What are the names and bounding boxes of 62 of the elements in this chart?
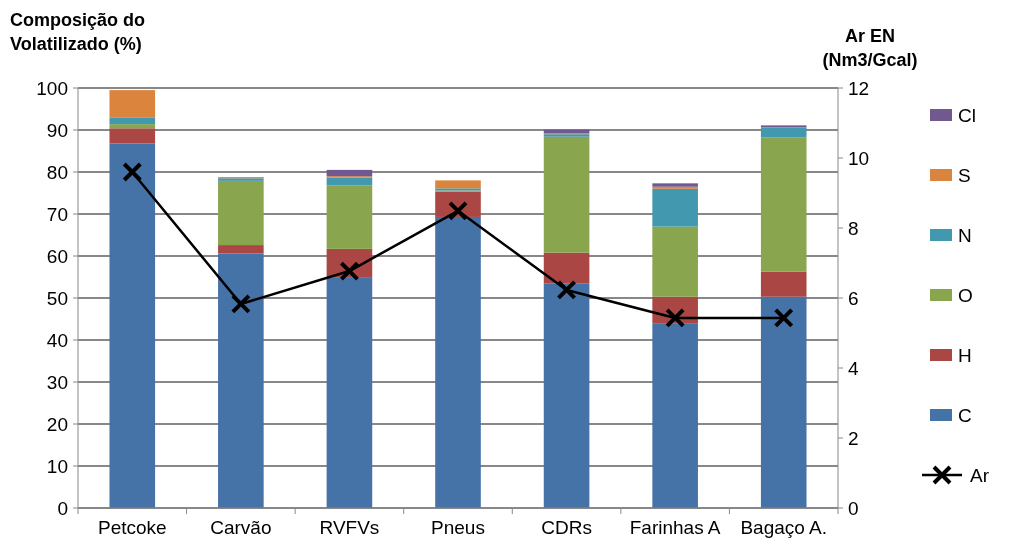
bar — [109, 124, 156, 129]
x-tick-label: RVFVs — [319, 517, 380, 538]
legend-label: O — [958, 284, 973, 306]
y2-tick-label: 6 — [848, 287, 859, 309]
y-tick-label: 100 — [36, 77, 68, 99]
y-tick-label: 80 — [46, 161, 68, 183]
y2-tick-label: 8 — [848, 217, 859, 239]
y2-tick-label: 4 — [848, 357, 859, 379]
y-tick-label: 20 — [46, 413, 68, 435]
bar — [218, 253, 264, 508]
legend-label: N — [958, 224, 972, 246]
bar — [760, 271, 807, 297]
y2-tick-label: 0 — [848, 497, 859, 519]
bar — [652, 188, 698, 227]
legend-label: C — [958, 404, 972, 426]
y-tick-label: 90 — [46, 119, 68, 141]
y-tick-label: 30 — [46, 371, 68, 393]
bar — [435, 216, 481, 508]
bar — [109, 90, 156, 118]
y-tick-label: 70 — [46, 203, 68, 225]
y-tick-label: 60 — [46, 245, 68, 267]
y2-tick-label: 10 — [848, 147, 870, 169]
x-tick-label: Petcoke — [97, 517, 167, 538]
point — [230, 293, 251, 314]
bar — [326, 169, 373, 177]
bar — [543, 136, 590, 253]
x-tick-label: Carvão — [210, 517, 272, 538]
x-tick-label: CDRs — [541, 517, 592, 538]
bar — [109, 143, 156, 508]
point — [773, 307, 794, 328]
y-tick-label: 0 — [57, 497, 68, 519]
x-tick-label: Pneus — [431, 517, 485, 538]
bar — [760, 127, 807, 138]
bar — [760, 296, 807, 508]
y-axis-title: Composição do Volatilizado (%) — [10, 10, 146, 54]
bar — [652, 323, 698, 508]
bar — [543, 252, 590, 284]
y-tick-label: 10 — [46, 455, 68, 477]
x-tick-label: Bagaço A. — [740, 517, 828, 538]
point — [556, 279, 577, 300]
bar — [218, 180, 264, 246]
y2-tick-label: 2 — [848, 427, 859, 449]
bar — [652, 226, 698, 297]
y-tick-label: 40 — [46, 329, 68, 351]
bar — [218, 245, 264, 254]
bar — [326, 177, 373, 186]
y2-tick-label: 12 — [848, 77, 870, 99]
bar — [109, 117, 156, 125]
legend-label: S — [958, 164, 971, 186]
legend-label: Ar — [970, 464, 990, 486]
bar — [760, 137, 807, 272]
legend-label: H — [958, 344, 972, 366]
bar — [109, 128, 156, 144]
bar — [326, 185, 373, 249]
bar — [543, 283, 590, 508]
point — [122, 162, 143, 182]
x-tick-label: Farinhas A — [629, 517, 721, 538]
legend-label: Cl — [958, 104, 976, 126]
bar — [435, 180, 481, 189]
bar — [326, 277, 373, 508]
y-tick-label: 50 — [46, 287, 68, 309]
y2-axis-title: Ar EN (Nm3/Gcal) — [822, 26, 918, 70]
